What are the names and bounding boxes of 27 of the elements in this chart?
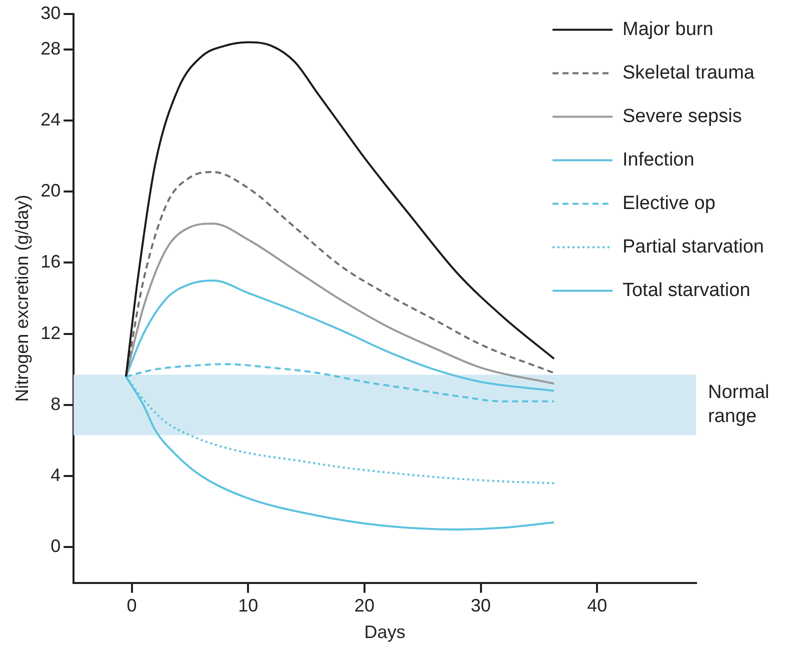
x-tick-label: 10 [238, 596, 258, 616]
y-tick-label: 0 [50, 536, 61, 556]
legend-label: Partial starvation [622, 236, 764, 258]
y-axis-title: Nitrogen excretion (g/day) [12, 194, 32, 402]
line-series [124, 41, 556, 378]
x-tick-label: 20 [354, 596, 374, 616]
y-tick-label: 4 [50, 465, 61, 486]
x-tick-label: 30 [470, 596, 491, 616]
x-tick-label: 0 [126, 596, 137, 616]
y-tick-label: 20 [40, 180, 61, 201]
y-tick-label: 28 [40, 38, 61, 58]
x-axis-title: Days [364, 622, 406, 642]
legend-label: Skeletal trauma [622, 62, 755, 84]
legend-label: Elective op [622, 193, 716, 214]
y-tick-label: 30 [40, 2, 61, 23]
band-label: Normal range [708, 382, 770, 428]
y-tick-label: 16 [40, 252, 61, 272]
legend-label: Infection [622, 150, 694, 171]
legend-label: Major burn [622, 19, 714, 40]
y-tick-label: 12 [40, 322, 61, 343]
y-tick-label: 8 [50, 394, 61, 414]
legend-label: Total starvation [622, 280, 750, 302]
line-series [124, 222, 556, 385]
x-tick-label: 40 [587, 596, 608, 616]
y-tick-label: 24 [40, 109, 61, 130]
line-series [124, 171, 556, 378]
legend-label: Severe sepsis [622, 106, 742, 128]
